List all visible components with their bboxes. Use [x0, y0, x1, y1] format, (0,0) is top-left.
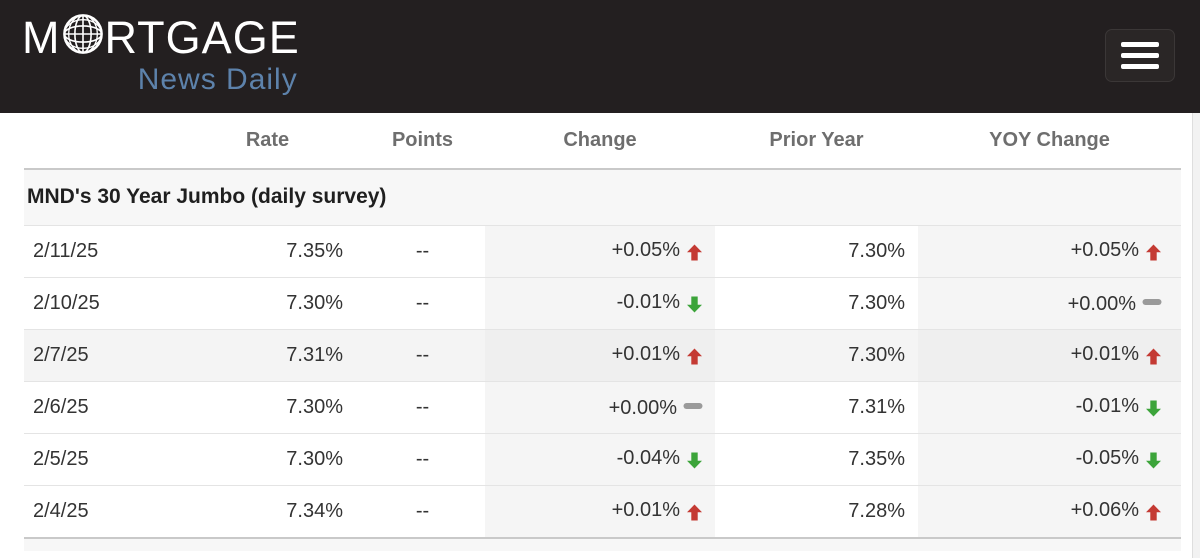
date-cell: 2/11/25 [33, 239, 99, 262]
logo-text-prefix: M [22, 12, 61, 63]
rate-cell: 7.30% [286, 447, 343, 470]
change-cell: +0.01% [485, 329, 715, 381]
prior-year-cell: 7.31% [848, 395, 905, 418]
rate-cell: 7.31% [175, 329, 360, 381]
date-cell: 2/4/25 [33, 499, 89, 522]
up-arrow-icon [686, 241, 703, 264]
column-header-row: Rate Points Change Prior Year YOY Change [24, 113, 1181, 169]
flat-arrow-icon [683, 395, 703, 418]
down-arrow-icon [1145, 449, 1162, 472]
up-arrow-icon [686, 501, 703, 524]
logo-text-suffix: RTGAGE [104, 12, 300, 63]
points-cell: -- [415, 291, 430, 314]
column-header-prior-year: Prior Year [769, 129, 864, 151]
yoy-change-cell: -0.01% [918, 381, 1181, 433]
column-header-yoy-change: YOY Change [989, 129, 1110, 151]
flat-arrow-icon [1142, 291, 1162, 314]
logo-wordmark: M RTGAGE [22, 13, 300, 62]
column-header-date [24, 113, 175, 169]
change-cell: -0.01% [485, 277, 715, 329]
table-row: 2/6/25 7.30% -- +0.00% 7.31% -0.01% [24, 381, 1181, 433]
section-title: MND's 30 Year Jumbo (daily survey) [24, 168, 1181, 225]
table-row: 2/10/25 7.30% -- -0.01% 7.30% +0.00% [24, 277, 1181, 329]
date-cell: 2/5/25 [33, 447, 89, 470]
rate-cell: 7.30% [286, 395, 343, 418]
table-row: 2/5/25 7.30% -- -0.04% 7.35% -0.05% [24, 433, 1181, 485]
date-cell: 2/6/25 [33, 395, 89, 418]
prior-year-cell: 7.30% [715, 329, 918, 381]
column-header-change: Change [563, 129, 637, 151]
table-row: 2/4/25 7.34% -- +0.01% 7.28% +0.06% [24, 485, 1181, 537]
points-cell: -- [360, 329, 485, 381]
up-arrow-icon [1145, 501, 1162, 524]
points-cell: -- [415, 499, 430, 522]
change-cell: +0.01% [485, 485, 715, 537]
rate-cell: 7.35% [286, 239, 343, 262]
date-cell: 2/10/25 [33, 291, 100, 314]
up-arrow-icon [1145, 345, 1162, 368]
menu-button[interactable] [1105, 29, 1175, 82]
down-arrow-icon [1145, 397, 1162, 420]
scrollbar[interactable] [1192, 113, 1200, 558]
next-section-row [24, 537, 1181, 551]
yoy-change-cell: +0.05% [918, 225, 1181, 277]
change-cell: +0.00% [485, 381, 715, 433]
up-arrow-icon [1145, 241, 1162, 264]
table-row: 2/7/25 7.31% -- +0.01% 7.30% +0.01% [24, 329, 1181, 381]
prior-year-cell: 7.28% [848, 499, 905, 522]
yoy-change-cell: +0.01% [918, 329, 1181, 381]
rate-cell: 7.30% [286, 291, 343, 314]
points-cell: -- [415, 239, 430, 262]
points-cell: -- [415, 447, 430, 470]
change-cell: +0.05% [485, 225, 715, 277]
yoy-change-cell: -0.05% [918, 433, 1181, 485]
prior-year-cell: 7.30% [848, 239, 905, 262]
column-header-points: Points [391, 129, 454, 151]
prior-year-cell: 7.30% [848, 291, 905, 314]
down-arrow-icon [686, 293, 703, 316]
prior-year-cell: 7.35% [848, 447, 905, 470]
yoy-change-cell: +0.06% [918, 485, 1181, 537]
rates-content: Rate Points Change Prior Year YOY Change MND… [0, 113, 1200, 551]
section-header-row: MND's 30 Year Jumbo (daily survey) [24, 168, 1181, 225]
points-cell: -- [415, 395, 430, 418]
column-header-rate: Rate [245, 129, 290, 151]
mortgage-news-daily-logo[interactable]: M RTGAGE News Daily [22, 13, 300, 95]
rates-table: Rate Points Change Prior Year YOY Change MND… [24, 113, 1181, 537]
globe-icon [62, 13, 104, 62]
yoy-change-cell: +0.00% [918, 277, 1181, 329]
top-navigation-bar: M RTGAGE News Daily [0, 0, 1200, 113]
up-arrow-icon [686, 345, 703, 368]
rate-cell: 7.34% [286, 499, 343, 522]
table-row: 2/11/25 7.35% -- +0.05% 7.30% +0.05% [24, 225, 1181, 277]
down-arrow-icon [686, 449, 703, 472]
logo-tagline: News Daily [137, 63, 298, 96]
change-cell: -0.04% [485, 433, 715, 485]
date-cell: 2/7/25 [24, 329, 175, 381]
